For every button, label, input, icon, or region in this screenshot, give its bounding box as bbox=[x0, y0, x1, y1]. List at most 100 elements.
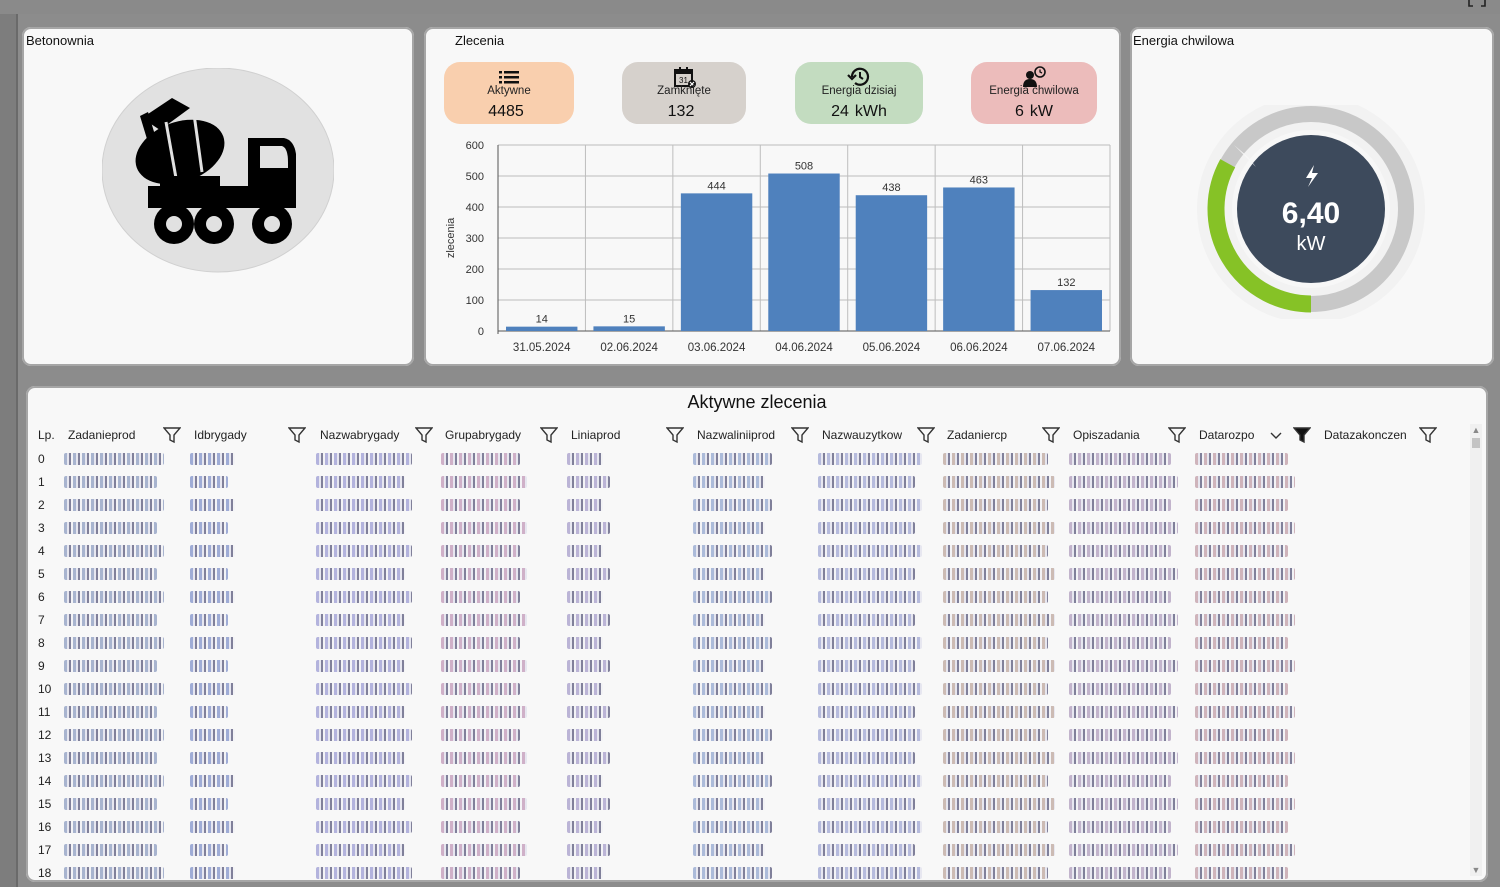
filter-icon[interactable] bbox=[1419, 426, 1437, 444]
filter-icon[interactable] bbox=[917, 426, 935, 444]
kpi-energia-dzisiaj[interactable]: Energia dzisiaj 24 kWh bbox=[795, 62, 923, 124]
obscured-cell bbox=[943, 499, 1048, 511]
obscured-cell bbox=[818, 614, 915, 626]
expand-icon[interactable] bbox=[1468, 0, 1486, 8]
table-row[interactable]: 1 bbox=[26, 471, 1466, 494]
table-row[interactable]: 13 bbox=[26, 747, 1466, 770]
obscured-cell bbox=[1069, 706, 1178, 718]
obscured-cell bbox=[190, 798, 228, 810]
list-icon bbox=[499, 71, 519, 84]
obscured-cell bbox=[1195, 867, 1288, 879]
obscured-cell bbox=[818, 660, 915, 672]
bar[interactable] bbox=[768, 173, 840, 331]
obscured-cell bbox=[190, 453, 235, 465]
table-row[interactable]: 10 bbox=[26, 678, 1466, 701]
table-row[interactable]: 2 bbox=[26, 494, 1466, 517]
table-row[interactable]: 14 bbox=[26, 770, 1466, 793]
column-header-liniaprod[interactable]: Liniaprod bbox=[571, 428, 621, 442]
obscured-cell bbox=[693, 591, 772, 603]
filter-icon[interactable] bbox=[791, 426, 809, 444]
table-row[interactable]: 3 bbox=[26, 517, 1466, 540]
obscured-cell bbox=[1069, 568, 1178, 580]
obscured-cell bbox=[943, 867, 1048, 879]
bar[interactable] bbox=[680, 193, 753, 331]
obscured-cell bbox=[1069, 752, 1178, 764]
obscured-cell bbox=[567, 614, 610, 626]
x-tick-label: 06.06.2024 bbox=[950, 342, 1008, 354]
filter-icon[interactable] bbox=[415, 426, 433, 444]
vertical-scrollbar[interactable]: ▲ ▼ bbox=[1470, 424, 1482, 876]
table-row[interactable]: 5 bbox=[26, 563, 1466, 586]
column-header-zadaniercp[interactable]: Zadaniercp bbox=[947, 428, 1008, 442]
table-row[interactable]: 6 bbox=[26, 586, 1466, 609]
column-header-grupabrygady[interactable]: Grupabrygady bbox=[445, 428, 522, 442]
table-row[interactable]: 4 bbox=[26, 540, 1466, 563]
kpi-zamkniete[interactable]: 31 Zamknięte 132 bbox=[622, 62, 746, 124]
obscured-cell bbox=[316, 660, 405, 672]
table-row[interactable]: 15 bbox=[26, 793, 1466, 816]
scroll-thumb[interactable] bbox=[1472, 438, 1480, 448]
energia-title: Energia chwilowa bbox=[1133, 33, 1235, 48]
obscured-cell bbox=[441, 867, 520, 879]
table-row[interactable]: 16 bbox=[26, 816, 1466, 839]
obscured-cell bbox=[441, 522, 527, 534]
column-header-nazwabrygady[interactable]: Nazwabrygady bbox=[320, 428, 400, 442]
bar[interactable] bbox=[855, 195, 928, 331]
filter-icon[interactable] bbox=[540, 426, 558, 444]
column-header-datazakonczen[interactable]: Datazakonczen bbox=[1324, 428, 1407, 442]
kpi-label: Aktywne bbox=[487, 85, 531, 97]
obscured-cell bbox=[693, 660, 765, 672]
row-number: 11 bbox=[38, 705, 51, 719]
obscured-cell bbox=[316, 706, 405, 718]
obscured-cell bbox=[1069, 637, 1171, 649]
column-header-datarozpo[interactable]: Datarozpo bbox=[1199, 428, 1255, 442]
table-row[interactable]: 11 bbox=[26, 701, 1466, 724]
column-header-lp[interactable]: Lp. bbox=[38, 428, 55, 442]
scroll-down-icon[interactable]: ▼ bbox=[1471, 865, 1481, 875]
kpi-value: 24 kWh bbox=[795, 103, 923, 121]
bar[interactable] bbox=[506, 326, 578, 331]
column-header-nazwaliniiprod[interactable]: Nazwaliniiprod bbox=[697, 428, 776, 442]
kpi-value: 132 bbox=[622, 103, 746, 121]
filter-icon[interactable] bbox=[666, 426, 684, 444]
obscured-cell bbox=[693, 545, 772, 557]
column-header-idbrygady[interactable]: Idbrygady bbox=[194, 428, 247, 442]
table-row[interactable]: 12 bbox=[26, 724, 1466, 747]
bar[interactable] bbox=[1030, 290, 1102, 331]
obscured-cell bbox=[1195, 545, 1288, 557]
obscured-cell bbox=[64, 775, 164, 787]
table-row[interactable]: 18 bbox=[26, 862, 1466, 885]
bar[interactable] bbox=[943, 187, 1015, 331]
obscured-cell bbox=[316, 752, 405, 764]
x-tick-label: 05.06.2024 bbox=[863, 342, 921, 354]
table-row[interactable]: 0 bbox=[26, 448, 1466, 471]
obscured-cell bbox=[567, 637, 603, 649]
filter-icon[interactable] bbox=[1168, 426, 1186, 444]
obscured-cell bbox=[818, 637, 922, 649]
column-header-zadanieprod[interactable]: Zadanieprod bbox=[68, 428, 136, 442]
table-row[interactable]: 9 bbox=[26, 655, 1466, 678]
filter-icon[interactable] bbox=[1293, 426, 1311, 444]
kpi-aktywne[interactable]: Aktywne 4485 bbox=[444, 62, 574, 124]
filter-icon[interactable] bbox=[288, 426, 306, 444]
y-axis-label: zlecenia bbox=[445, 217, 457, 258]
column-header-nazwauzytkow[interactable]: Nazwauzytkow bbox=[822, 428, 903, 442]
filter-icon[interactable] bbox=[163, 426, 181, 444]
table-row[interactable]: 8 bbox=[26, 632, 1466, 655]
kpi-energia-chwilowa[interactable]: Energia chwilowa 6 kW bbox=[971, 62, 1097, 124]
table-row[interactable]: 17 bbox=[26, 839, 1466, 862]
obscured-cell bbox=[1069, 729, 1171, 741]
scroll-up-icon[interactable]: ▲ bbox=[1471, 425, 1481, 435]
obscured-cell bbox=[693, 476, 765, 488]
row-number: 12 bbox=[38, 728, 52, 742]
bar[interactable] bbox=[593, 326, 665, 331]
obscured-cell bbox=[818, 568, 915, 580]
obscured-cell bbox=[316, 821, 412, 833]
obscured-cell bbox=[64, 706, 157, 718]
table-row[interactable]: 7 bbox=[26, 609, 1466, 632]
obscured-cell bbox=[316, 729, 412, 741]
filter-icon[interactable] bbox=[1042, 426, 1060, 444]
column-header-opiszadania[interactable]: Opiszadania bbox=[1073, 428, 1140, 442]
obscured-cell bbox=[190, 867, 235, 879]
sort-descending-icon[interactable] bbox=[1270, 428, 1282, 442]
